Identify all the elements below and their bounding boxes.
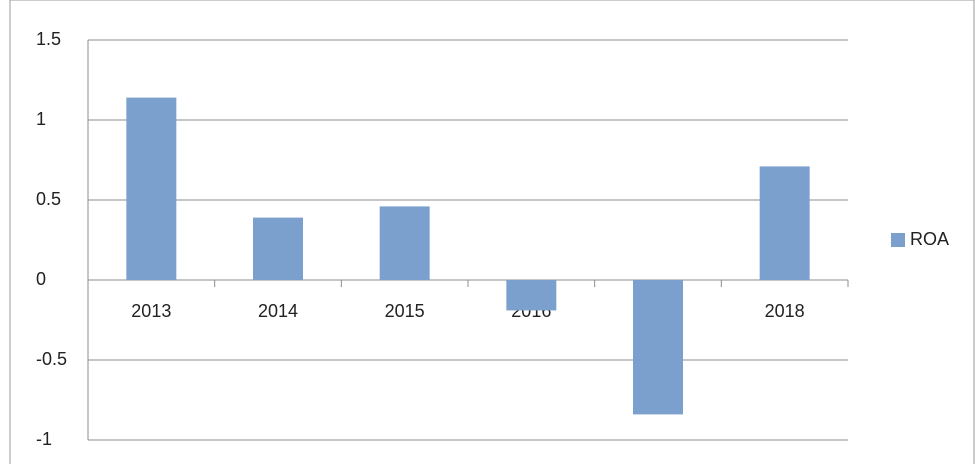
- y-tick-label: 0: [36, 269, 46, 289]
- bar: [506, 280, 556, 310]
- legend-swatch: [891, 233, 905, 247]
- y-tick-label: 0.5: [36, 189, 61, 209]
- y-tick-label: 1.5: [36, 29, 61, 49]
- x-tick-label: 2013: [131, 301, 171, 321]
- y-tick-label: -1: [36, 429, 52, 449]
- y-tick-label: 1: [36, 109, 46, 129]
- bar: [633, 280, 683, 414]
- x-tick-label: 2015: [385, 301, 425, 321]
- page: -1-0.500.511.5201320142015201620172018RO…: [0, 0, 975, 464]
- bar: [126, 98, 176, 280]
- legend-label: ROA: [910, 229, 949, 249]
- x-tick-label: 2018: [765, 301, 805, 321]
- bar: [380, 206, 430, 280]
- x-tick-label: 2014: [258, 301, 298, 321]
- bar: [253, 218, 303, 280]
- y-tick-label: -0.5: [36, 349, 67, 369]
- chart: -1-0.500.511.5201320142015201620172018RO…: [0, 0, 975, 464]
- bar: [760, 166, 810, 280]
